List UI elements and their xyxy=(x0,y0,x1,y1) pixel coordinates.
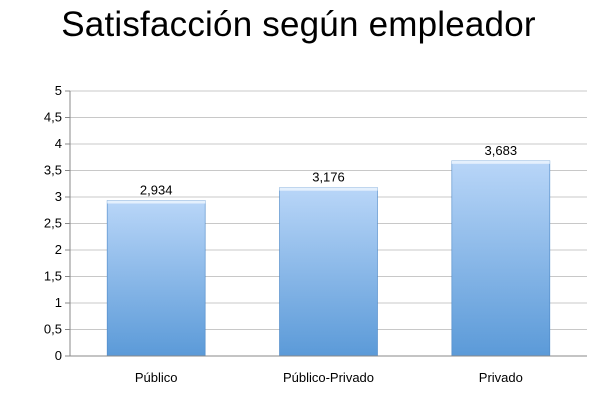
y-tick-label: 0 xyxy=(55,348,62,363)
y-tick-label: 3 xyxy=(55,189,62,204)
y-tick-label: 4,5 xyxy=(44,110,62,125)
bar xyxy=(279,187,378,357)
y-tick-label: 1 xyxy=(55,295,62,310)
bar xyxy=(451,160,551,357)
x-axis: Público Público-Privado Privado xyxy=(70,355,587,385)
bar-highlight xyxy=(107,200,206,204)
y-tick-label: 4 xyxy=(55,136,62,151)
y-tick-label: 2 xyxy=(55,242,62,257)
data-label: 2,934 xyxy=(140,182,173,197)
bar-highlight xyxy=(279,187,378,191)
bar xyxy=(106,200,206,357)
data-label: 3,176 xyxy=(312,170,345,185)
y-tick-label: 5 xyxy=(55,83,62,98)
data-label: 3,683 xyxy=(485,143,518,158)
x-tick-label: Público-Privado xyxy=(283,370,374,385)
y-tick-label: 0,5 xyxy=(44,322,62,337)
x-tick-label: Público xyxy=(135,370,178,385)
chart-title: Satisfacción según empleador xyxy=(61,5,536,44)
y-tick-label: 1,5 xyxy=(44,269,62,284)
x-tick-label: Privado xyxy=(479,370,523,385)
y-tick-label: 3,5 xyxy=(44,163,62,178)
bars: 2,934 3,176 3,683 xyxy=(106,143,551,357)
bar-highlight xyxy=(451,160,550,164)
y-axis: 0 0,5 1 1,5 2 2,5 3 3,5 4 4,5 5 xyxy=(44,83,71,363)
y-tick-label: 2,5 xyxy=(44,216,62,231)
